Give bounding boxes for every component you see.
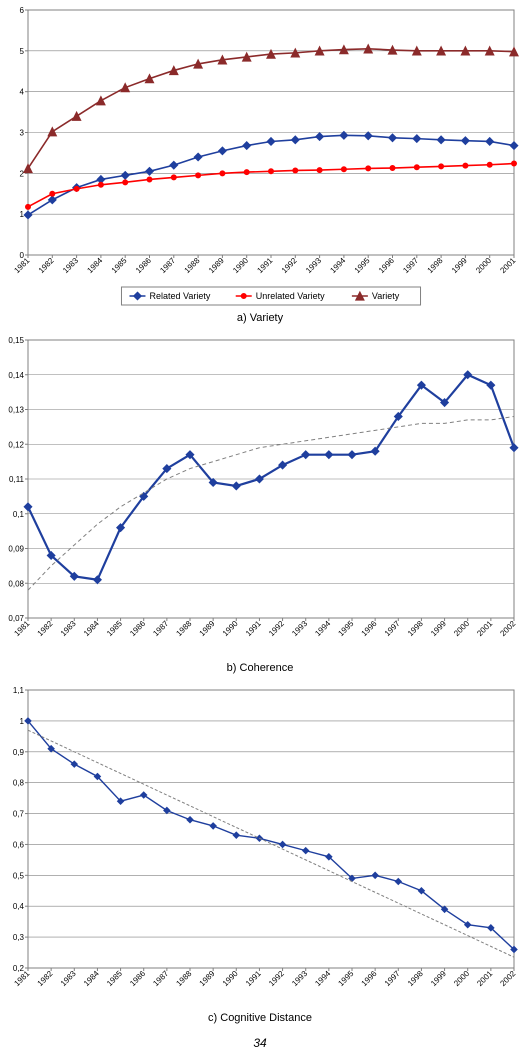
svg-text:1990: 1990 <box>221 619 240 638</box>
svg-text:2000: 2000 <box>452 619 471 638</box>
svg-text:2000: 2000 <box>452 969 471 988</box>
svg-text:1988: 1988 <box>174 619 193 638</box>
svg-text:1986: 1986 <box>134 256 153 275</box>
svg-text:0,14: 0,14 <box>8 371 24 380</box>
chart-coherence-svg: 0,070,080,090,10,110,120,130,140,1519811… <box>0 330 520 660</box>
page-number: 34 <box>0 1030 520 1050</box>
svg-text:1: 1 <box>20 717 25 726</box>
svg-text:1984: 1984 <box>82 969 101 988</box>
chart-variety: 0123456198119821983198419851986198719881… <box>0 0 520 330</box>
svg-text:1999: 1999 <box>429 619 448 638</box>
svg-text:1988: 1988 <box>174 969 193 988</box>
svg-text:1985: 1985 <box>110 256 129 275</box>
svg-text:0,3: 0,3 <box>13 933 25 942</box>
svg-text:2002: 2002 <box>498 969 517 988</box>
svg-text:0,08: 0,08 <box>8 579 24 588</box>
svg-text:1992: 1992 <box>267 969 286 988</box>
svg-text:1987: 1987 <box>151 969 170 988</box>
svg-text:1982: 1982 <box>36 619 55 638</box>
svg-text:0,5: 0,5 <box>13 871 25 880</box>
svg-text:4: 4 <box>20 88 25 97</box>
svg-text:1994: 1994 <box>328 256 347 275</box>
svg-text:1993: 1993 <box>304 256 323 275</box>
svg-text:1989: 1989 <box>198 619 217 638</box>
svg-text:1998: 1998 <box>426 256 445 275</box>
svg-text:1994: 1994 <box>313 619 332 638</box>
svg-text:1994: 1994 <box>313 969 332 988</box>
svg-text:1991: 1991 <box>255 256 274 275</box>
svg-text:1985: 1985 <box>105 969 124 988</box>
svg-text:1984: 1984 <box>82 619 101 638</box>
svg-text:1986: 1986 <box>128 969 147 988</box>
svg-text:1993: 1993 <box>290 619 309 638</box>
svg-text:1995: 1995 <box>353 256 372 275</box>
svg-text:1986: 1986 <box>128 619 147 638</box>
svg-text:1982: 1982 <box>37 256 56 275</box>
svg-text:0,4: 0,4 <box>13 902 25 911</box>
svg-text:1982: 1982 <box>36 969 55 988</box>
svg-text:1983: 1983 <box>59 969 78 988</box>
svg-text:1992: 1992 <box>280 256 299 275</box>
svg-text:1990: 1990 <box>221 969 240 988</box>
svg-text:0,6: 0,6 <box>13 840 25 849</box>
svg-text:Variety: Variety <box>372 291 400 301</box>
svg-text:1992: 1992 <box>267 619 286 638</box>
svg-text:2001: 2001 <box>498 256 517 275</box>
svg-text:1997: 1997 <box>401 256 420 275</box>
svg-text:1996: 1996 <box>377 256 396 275</box>
svg-text:1999: 1999 <box>450 256 469 275</box>
svg-text:0,12: 0,12 <box>8 440 24 449</box>
svg-text:0,9: 0,9 <box>13 748 25 757</box>
svg-text:1989: 1989 <box>207 256 226 275</box>
svg-text:5: 5 <box>20 47 25 56</box>
page: 0123456198119821983198419851986198719881… <box>0 0 520 1050</box>
svg-text:2002: 2002 <box>498 619 517 638</box>
svg-text:1989: 1989 <box>198 969 217 988</box>
svg-text:0,11: 0,11 <box>9 475 25 484</box>
svg-text:1983: 1983 <box>61 256 80 275</box>
svg-text:1987: 1987 <box>151 619 170 638</box>
chart-cognitive-distance-caption: c) Cognitive Distance <box>0 1010 520 1030</box>
svg-text:6: 6 <box>20 6 25 15</box>
svg-text:1983: 1983 <box>59 619 78 638</box>
svg-text:1995: 1995 <box>336 969 355 988</box>
svg-text:1985: 1985 <box>105 619 124 638</box>
svg-text:1995: 1995 <box>336 619 355 638</box>
chart-variety-caption: a) Variety <box>0 310 520 330</box>
chart-coherence: 0,070,080,090,10,110,120,130,140,1519811… <box>0 330 520 680</box>
svg-text:2001: 2001 <box>475 969 494 988</box>
chart-variety-svg: 0123456198119821983198419851986198719881… <box>0 0 520 310</box>
svg-text:1998: 1998 <box>406 619 425 638</box>
svg-text:1999: 1999 <box>429 969 448 988</box>
chart-cognitive-distance-svg: 0,20,30,40,50,60,70,80,911,1198119821983… <box>0 680 520 1010</box>
svg-text:1984: 1984 <box>85 256 104 275</box>
svg-text:1981: 1981 <box>12 256 31 275</box>
svg-text:1993: 1993 <box>290 969 309 988</box>
svg-text:1990: 1990 <box>231 256 250 275</box>
svg-text:1996: 1996 <box>360 969 379 988</box>
svg-text:1988: 1988 <box>183 256 202 275</box>
svg-text:1991: 1991 <box>244 619 263 638</box>
svg-text:Related Variety: Related Variety <box>149 291 210 301</box>
svg-text:1998: 1998 <box>406 969 425 988</box>
svg-text:1997: 1997 <box>383 969 402 988</box>
chart-cognitive-distance: 0,20,30,40,50,60,70,80,911,1198119821983… <box>0 680 520 1030</box>
svg-text:1991: 1991 <box>244 969 263 988</box>
svg-text:0,1: 0,1 <box>13 510 25 519</box>
svg-text:0,09: 0,09 <box>8 545 24 554</box>
chart-coherence-caption: b) Coherence <box>0 660 520 680</box>
svg-text:Unrelated Variety: Unrelated Variety <box>256 291 325 301</box>
svg-text:0,13: 0,13 <box>8 406 24 415</box>
svg-text:2001: 2001 <box>475 619 494 638</box>
svg-text:1997: 1997 <box>383 619 402 638</box>
svg-text:0,7: 0,7 <box>13 810 25 819</box>
svg-text:1,1: 1,1 <box>13 686 25 695</box>
svg-text:2: 2 <box>20 169 25 178</box>
svg-text:3: 3 <box>20 129 25 138</box>
svg-text:2000: 2000 <box>474 256 493 275</box>
svg-text:1996: 1996 <box>360 619 379 638</box>
svg-text:0,15: 0,15 <box>8 336 24 345</box>
svg-text:1987: 1987 <box>158 256 177 275</box>
svg-text:0,8: 0,8 <box>13 779 25 788</box>
